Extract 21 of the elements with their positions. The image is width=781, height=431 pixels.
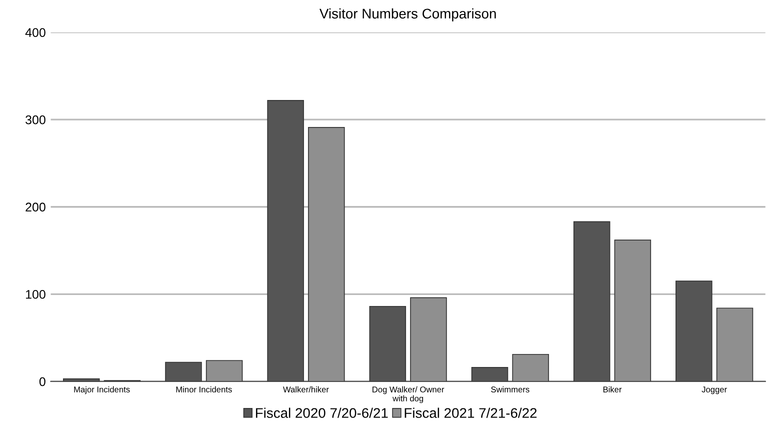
- bar: [410, 297, 447, 382]
- y-tick-label: 200: [26, 202, 46, 212]
- bar: [206, 360, 243, 382]
- bar: [512, 354, 549, 382]
- bar: [308, 127, 345, 382]
- x-tick-label: Major Incidents: [74, 386, 130, 394]
- y-tick-label: 0: [39, 377, 46, 386]
- x-tick-label: Swimmers: [491, 386, 530, 392]
- y-tick-label: 100: [26, 290, 46, 299]
- x-tick-label: Dog Walker/ Owner with dog: [372, 386, 444, 404]
- x-tick-label: Walker/hiker: [283, 386, 329, 392]
- bar: [716, 308, 754, 382]
- chart-title: Visitor Numbers Comparison: [319, 8, 496, 22]
- legend-label: Fiscal 2021 7/21-6/22: [404, 408, 537, 418]
- legend-label: Fiscal 2020 7/20-6/21: [256, 408, 388, 418]
- x-tick-label: Minor Incidents: [176, 386, 232, 392]
- y-tick-label: 400: [25, 28, 46, 37]
- x-tick-label: Biker: [603, 386, 622, 392]
- x-tick-label: Jogger: [702, 386, 727, 394]
- bar: [614, 240, 652, 382]
- y-tick-label: 300: [26, 115, 46, 124]
